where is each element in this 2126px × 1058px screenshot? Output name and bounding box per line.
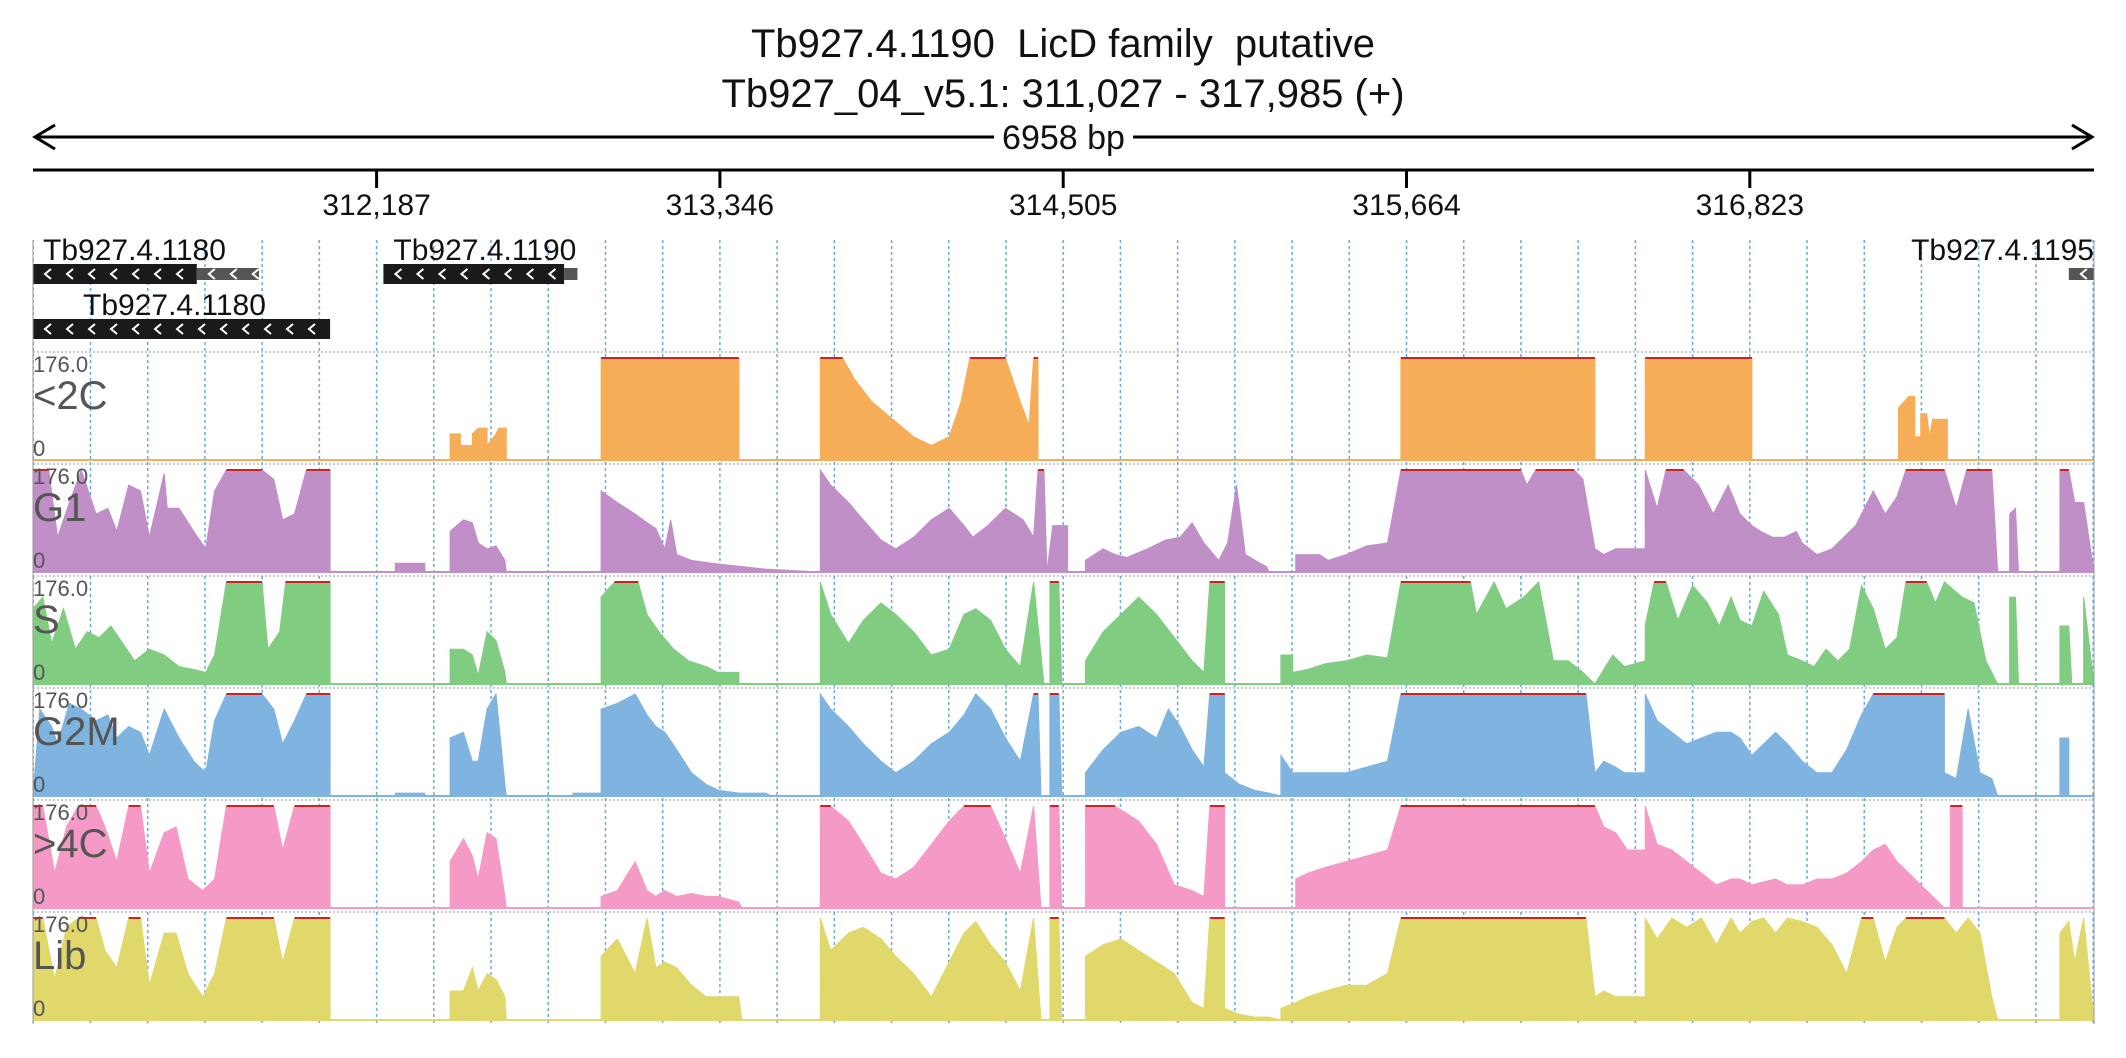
strand-arrow (65, 323, 74, 335)
gene-block (564, 268, 578, 280)
span-label: 6958 bp (1002, 119, 1125, 157)
strand-arrow (131, 268, 140, 280)
strand-arrow (131, 323, 140, 335)
span-arrow-right (2071, 123, 2095, 151)
strand-arrow (2079, 268, 2088, 280)
axis-tick-label: 313,346 (666, 189, 774, 222)
strand-arrow (503, 268, 513, 280)
strand-arrow (207, 268, 216, 280)
track-name-label: >4C (33, 822, 108, 866)
axis-tick-label: 312,187 (322, 189, 430, 222)
strand-arrow (251, 268, 260, 280)
axis-tick-label: 316,823 (1696, 189, 1804, 222)
track-ymax-label: 176.0 (33, 352, 88, 377)
track-name-label: S (33, 598, 60, 642)
strand-arrow (437, 268, 447, 280)
strand-arrow (175, 268, 184, 280)
track-ymax-label: 176.0 (33, 688, 88, 713)
track-ymin-label: 0 (33, 884, 45, 909)
strand-arrow (153, 323, 162, 335)
span-label-background (994, 117, 1133, 159)
strand-arrow (263, 323, 272, 335)
track-ymin-label: 0 (33, 660, 45, 685)
strand-arrow (525, 268, 535, 280)
track-name-label: Lib (33, 934, 86, 978)
chart-subtitle: Tb927_04_v5.1: 311,027 - 317,985 (+) (721, 72, 1405, 116)
span-arrow-left (32, 123, 56, 151)
gene-block (383, 264, 565, 284)
gene-block (33, 264, 197, 284)
strand-arrow (415, 268, 425, 280)
strand-arrow (229, 268, 238, 280)
strand-arrow (109, 323, 118, 335)
strand-arrow (109, 268, 118, 280)
strand-arrow (459, 268, 469, 280)
track-ymax-label: 176.0 (33, 912, 88, 937)
track-ymin-label: 0 (33, 548, 45, 573)
track-ymax-label: 176.0 (33, 464, 88, 489)
strand-arrow (197, 323, 206, 335)
track-name-label: G1 (33, 486, 86, 530)
track-ymax-label: 176.0 (33, 800, 88, 825)
gene-label: Tb927.4.1190 (393, 234, 576, 267)
strand-arrow (219, 323, 228, 335)
track-name-label: <2C (33, 374, 108, 418)
strand-arrow (153, 268, 162, 280)
gene-block (196, 268, 260, 280)
gene-label: Tb927.4.1195 (1911, 234, 2094, 267)
strand-arrow (65, 268, 74, 280)
chart-title: Tb927.4.1190 LicD family putative (750, 22, 1376, 66)
strand-arrow (285, 323, 294, 335)
strand-arrow (307, 323, 316, 335)
coverage-area (32, 468, 2095, 573)
coverage-area (32, 805, 2094, 909)
track-name-label: G2M (33, 710, 120, 754)
strand-arrow (393, 268, 403, 280)
strand-arrow (547, 268, 557, 280)
strand-arrow (241, 323, 250, 335)
track-ymin-label: 0 (33, 436, 45, 461)
strand-arrow (481, 268, 491, 280)
track-ymin-label: 0 (33, 996, 45, 1021)
track-ymin-label: 0 (33, 772, 45, 797)
gene-label: Tb927.4.1180 (83, 289, 266, 322)
strand-arrow (87, 268, 96, 280)
gene-label: Tb927.4.1180 (43, 234, 226, 267)
strand-arrow (43, 268, 52, 280)
axis-tick-label: 315,664 (1352, 189, 1460, 222)
axis-tick-label: 314,505 (1009, 189, 1117, 222)
track-ymax-label: 176.0 (33, 576, 88, 601)
strand-arrow (87, 323, 96, 335)
strand-arrow (43, 323, 52, 335)
gene-block (33, 319, 331, 339)
strand-arrow (175, 323, 184, 335)
